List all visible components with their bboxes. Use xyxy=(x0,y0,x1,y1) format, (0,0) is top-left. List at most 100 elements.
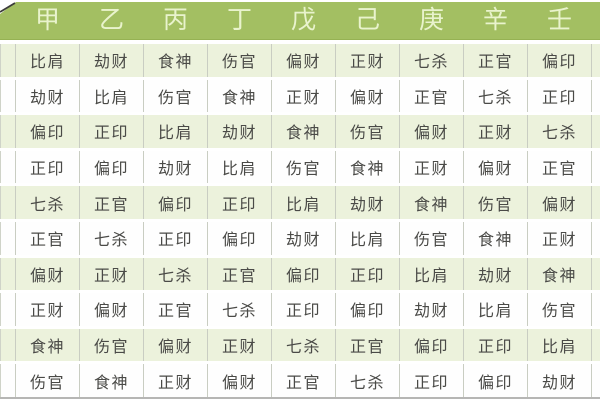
table-cell: 正官 xyxy=(464,44,528,77)
table-cell: 偏印 xyxy=(272,257,336,291)
table-row: 比肩 劫财 食神 伤官 偏财 正财 七杀 正官 偏印 xyxy=(0,44,600,77)
header-stem-cell: 壬 xyxy=(546,6,573,34)
table-cell: 伤官 xyxy=(528,293,592,326)
diagonal-divider-line xyxy=(0,0,22,14)
table-cell: 食神 xyxy=(464,221,528,255)
table-cell: 正印 xyxy=(528,79,592,113)
table-cell: 正官 xyxy=(16,221,80,255)
table-cell: 偏财 xyxy=(272,44,336,77)
table-cell: 食神 xyxy=(144,44,208,77)
table-cell: 正财 xyxy=(464,115,528,148)
header-stem-cell: 己 xyxy=(354,6,381,34)
table-cell: 偏印 xyxy=(336,293,400,326)
table-cell: 比肩 xyxy=(272,186,336,219)
table-row: 劫财 比肩 伤官 食神 正财 偏财 正官 七杀 正印 xyxy=(0,79,600,113)
table-cell: 七杀 xyxy=(16,186,80,219)
cropped-edge-cell xyxy=(0,328,16,362)
header-stem-cell: 甲 xyxy=(34,6,61,34)
cropped-edge-cell xyxy=(0,115,16,148)
cropped-edge-cell xyxy=(592,44,600,77)
cropped-edge-cell xyxy=(0,257,16,291)
table-cell: 伤官 xyxy=(16,364,80,397)
cropped-edge-cell xyxy=(0,364,16,397)
table-row: 食神 伤官 偏财 正财 七杀 正官 偏印 正印 比肩 xyxy=(0,328,600,362)
table-cell: 偏印 xyxy=(208,221,272,255)
table-row: 正官 七杀 正印 偏印 劫财 比肩 伤官 食神 正财 xyxy=(0,221,600,255)
table-body: 比肩 劫财 食神 伤官 偏财 正财 七杀 正官 偏印 劫财 比肩 伤官 食神 正财 偏财 正官 七杀 正印 偏印 正印… xyxy=(0,44,600,397)
table-cell: 偏财 xyxy=(528,186,592,219)
table-cell: 比肩 xyxy=(208,150,272,184)
header-stem-cell: 丁 xyxy=(226,6,253,34)
table-row: 七杀 正官 偏印 正印 比肩 劫财 食神 伤官 偏财 xyxy=(0,186,600,219)
table-cell: 劫财 xyxy=(336,186,400,219)
cropped-edge-cell xyxy=(592,221,600,255)
table-cell: 劫财 xyxy=(400,293,464,326)
cropped-edge-cell xyxy=(0,293,16,326)
table-row: 正印 偏印 劫财 比肩 伤官 食神 正财 偏财 正官 xyxy=(0,150,600,184)
table-cell: 偏财 xyxy=(464,150,528,184)
table-cell: 偏印 xyxy=(16,115,80,148)
cropped-edge-cell xyxy=(592,364,600,397)
table-cell: 正财 xyxy=(144,364,208,397)
table-cell: 比肩 xyxy=(400,257,464,291)
table-cell: 正印 xyxy=(464,328,528,362)
table-cell: 正财 xyxy=(208,328,272,362)
header-stem-cell: 庚 xyxy=(418,6,445,34)
table-cell: 伤官 xyxy=(464,186,528,219)
header-stem-cell: 丙 xyxy=(162,6,189,34)
cropped-edge-cell xyxy=(592,257,600,291)
table-cell: 比肩 xyxy=(336,221,400,255)
table-cell: 正财 xyxy=(528,221,592,255)
table-cell: 正官 xyxy=(528,150,592,184)
table-cell: 正财 xyxy=(272,79,336,113)
table-header-row: 甲乙丙丁戊己庚辛壬 xyxy=(0,2,600,40)
table-cell: 正官 xyxy=(80,186,144,219)
table-cell: 比肩 xyxy=(16,44,80,77)
table-cell: 偏财 xyxy=(336,79,400,113)
cropped-edge-cell xyxy=(592,328,600,362)
table-cell: 七杀 xyxy=(80,221,144,255)
table-cell: 伤官 xyxy=(400,221,464,255)
table-cell: 七杀 xyxy=(336,364,400,397)
table-cell: 正官 xyxy=(272,364,336,397)
table-cell: 食神 xyxy=(80,364,144,397)
table-cell: 正财 xyxy=(80,257,144,291)
header-stem-cell: 戊 xyxy=(290,6,317,34)
cropped-edge-cell xyxy=(592,293,600,326)
table-cell: 七杀 xyxy=(272,328,336,362)
table-cell: 正官 xyxy=(144,293,208,326)
table-cell: 劫财 xyxy=(464,257,528,291)
table-cell: 七杀 xyxy=(208,293,272,326)
table-cell: 正官 xyxy=(336,328,400,362)
table-cell: 伤官 xyxy=(272,150,336,184)
header-stem-cell: 辛 xyxy=(482,6,509,34)
table-cell: 偏财 xyxy=(80,293,144,326)
table-cell: 食神 xyxy=(528,257,592,291)
table-cell: 偏印 xyxy=(80,150,144,184)
table-cell: 偏财 xyxy=(144,328,208,362)
table-cell: 七杀 xyxy=(464,79,528,113)
table-cell: 偏财 xyxy=(208,364,272,397)
cropped-edge-cell xyxy=(0,44,16,77)
table-cell: 劫财 xyxy=(144,150,208,184)
table-cell: 正印 xyxy=(336,257,400,291)
table-cell: 正印 xyxy=(16,150,80,184)
table-cell: 劫财 xyxy=(208,115,272,148)
table-cell: 正财 xyxy=(336,44,400,77)
table-cell: 正印 xyxy=(144,221,208,255)
table-cell: 食神 xyxy=(272,115,336,148)
table-row: 偏财 正财 七杀 正官 偏印 正印 比肩 劫财 食神 xyxy=(0,257,600,291)
table-cell: 劫财 xyxy=(272,221,336,255)
table-row: 伤官 食神 正财 偏财 正官 七杀 正印 偏印 劫财 xyxy=(0,364,600,397)
table-row: 偏印 正印 比肩 劫财 食神 伤官 偏财 正财 七杀 xyxy=(0,115,600,148)
table-cell: 偏印 xyxy=(400,328,464,362)
table-cell: 比肩 xyxy=(528,328,592,362)
cropped-edge-cell xyxy=(0,150,16,184)
table-cell: 伤官 xyxy=(80,328,144,362)
table-bottom-border xyxy=(0,397,600,399)
table-cell: 偏财 xyxy=(16,257,80,291)
table-cell: 正财 xyxy=(16,293,80,326)
table-row: 正财 偏财 正官 七杀 正印 偏印 劫财 比肩 伤官 xyxy=(0,293,600,326)
table-cell: 正官 xyxy=(208,257,272,291)
